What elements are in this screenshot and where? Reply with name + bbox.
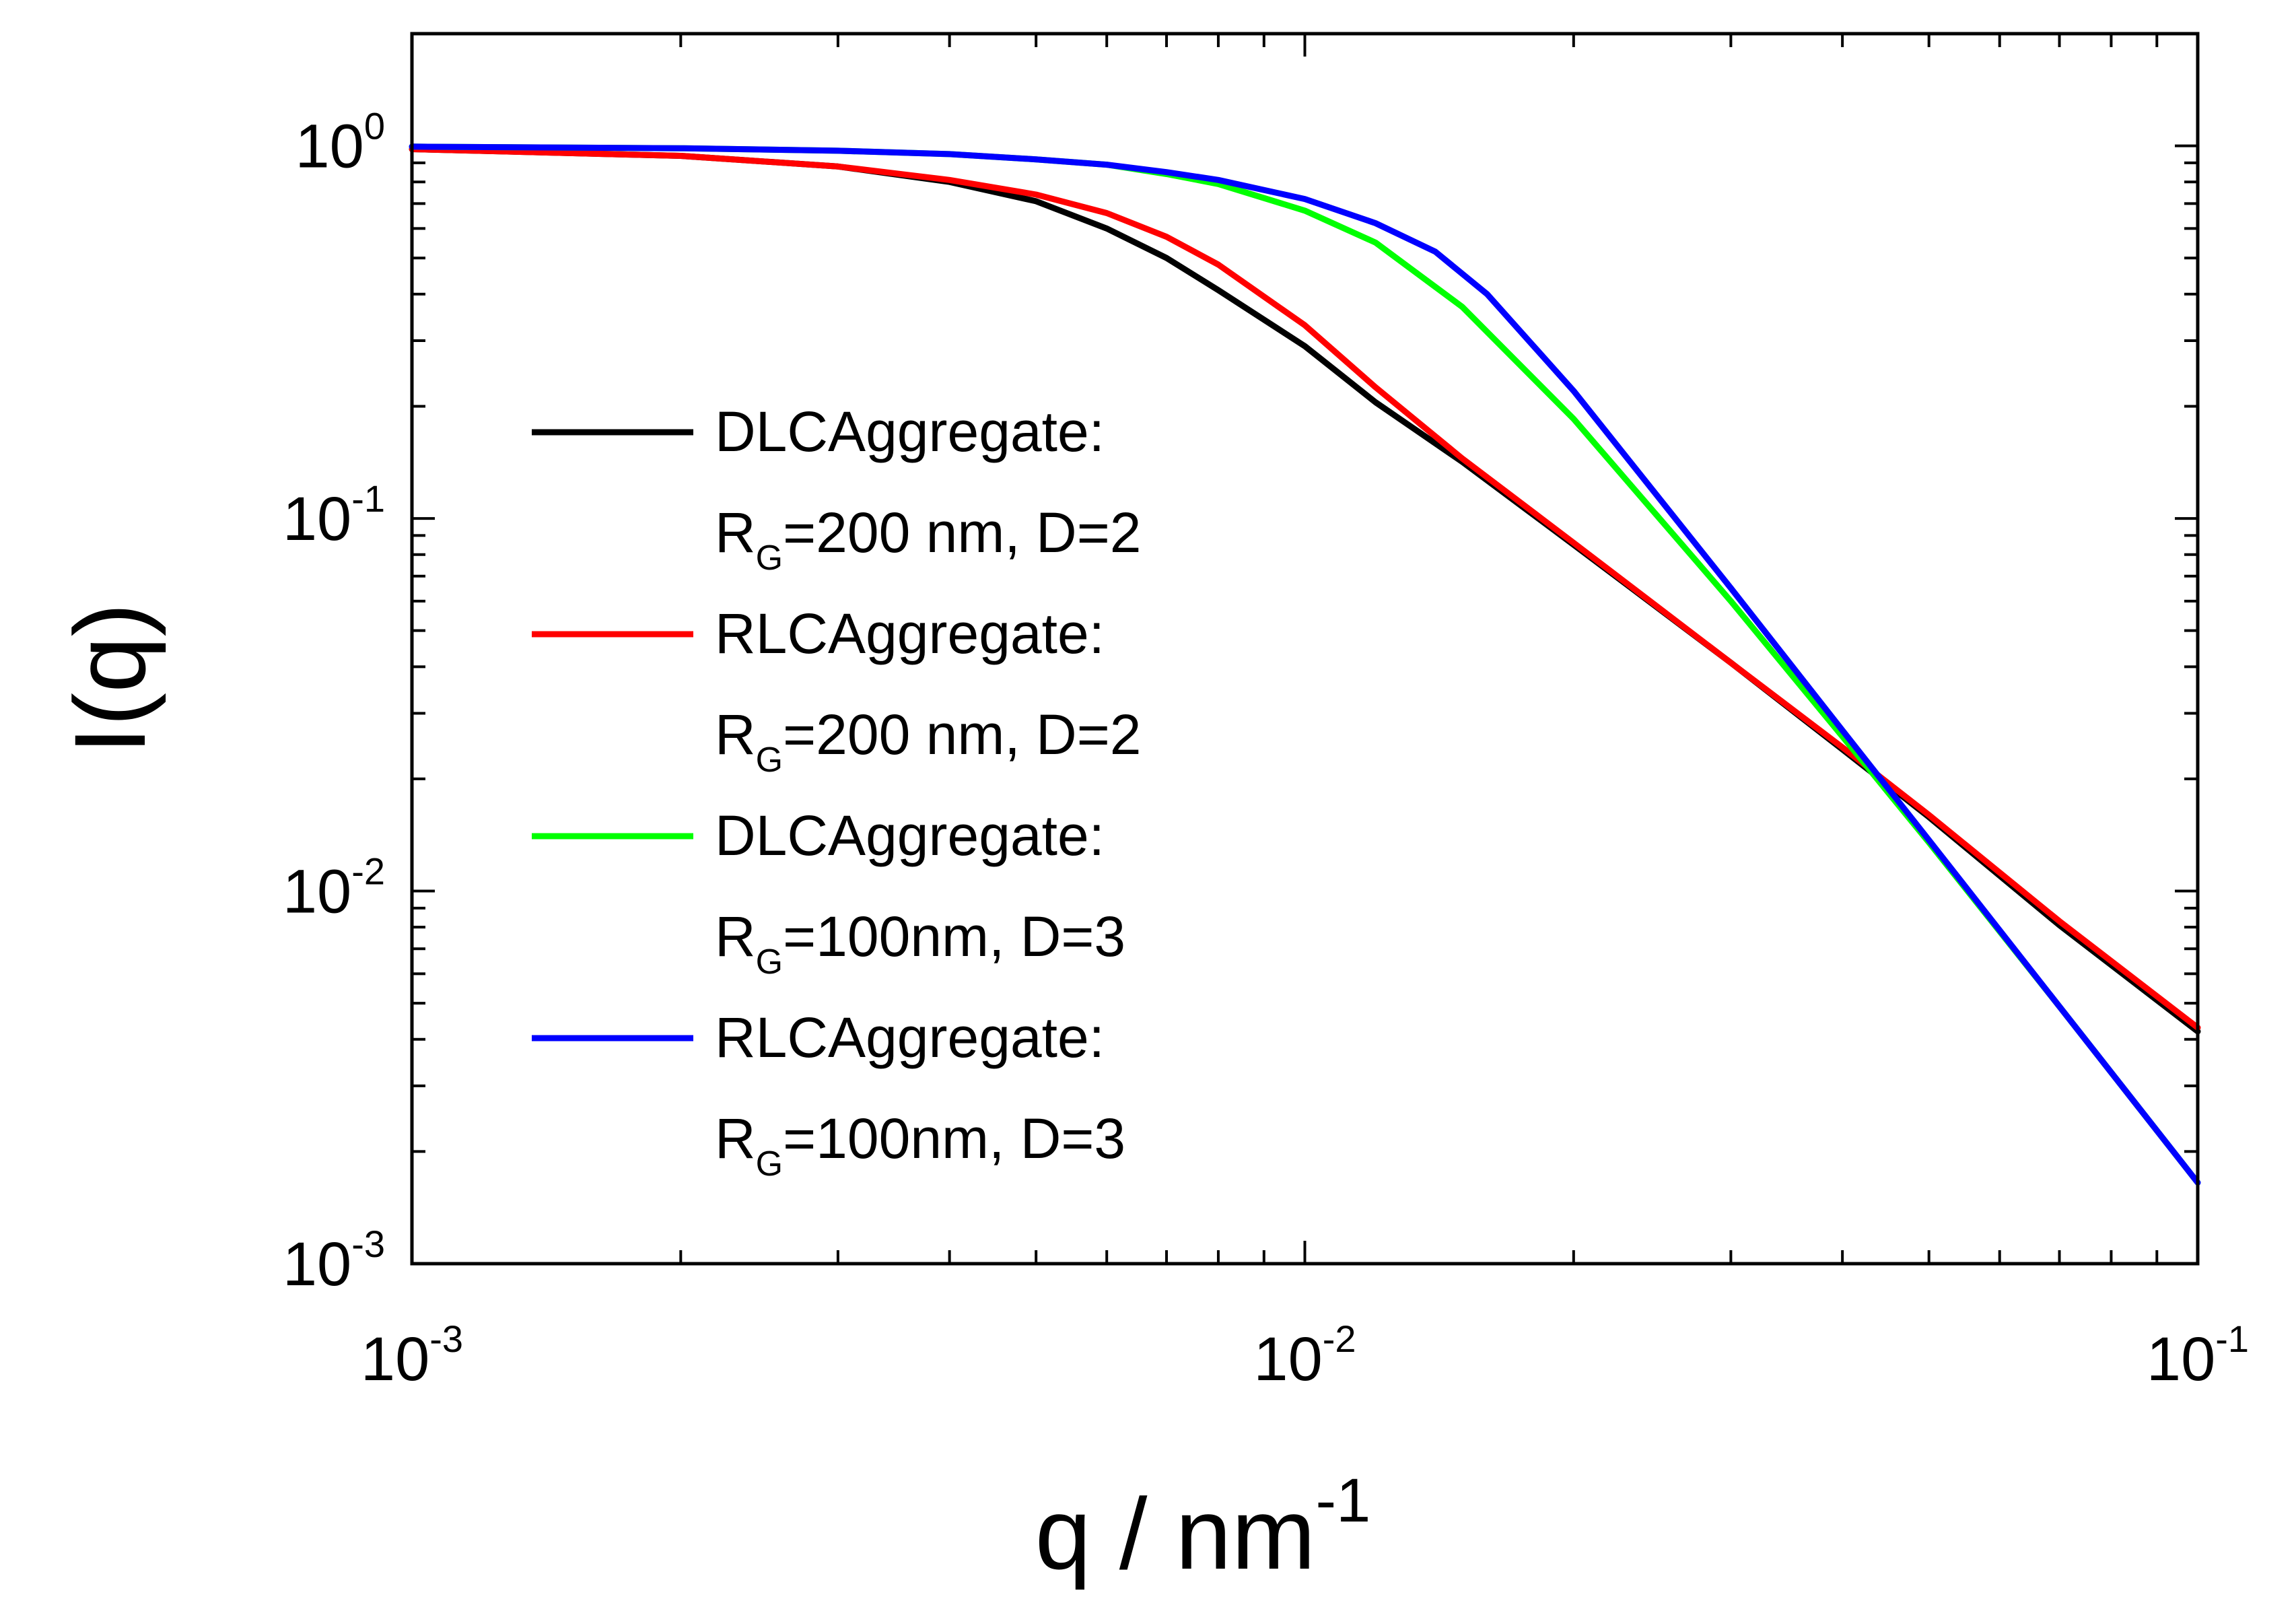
legend-entry-2: RLCAggregate: RG=200 nm, D=2 bbox=[532, 602, 1141, 780]
legend-params: RG=200 nm, D=2 bbox=[715, 501, 1141, 578]
y-tick-label: 100 bbox=[295, 105, 386, 181]
series-line-1 bbox=[409, 146, 2201, 1035]
series-lines bbox=[409, 143, 2201, 1186]
legend-entry-4: RLCAggregate: RG=100nm, D=3 bbox=[532, 1006, 1125, 1184]
x-axis-title-text: q / nm bbox=[1035, 1477, 1316, 1590]
legend-label: RLCAggregate: bbox=[715, 602, 1105, 665]
legend-label: DLCAggregate: bbox=[715, 400, 1105, 463]
legend-params: RG=100nm, D=3 bbox=[715, 1107, 1125, 1184]
legend-params: RG=200 nm, D=2 bbox=[715, 703, 1141, 780]
y-tick-label: 10-3 bbox=[283, 1223, 385, 1299]
x-axis-title: q / nm-1 bbox=[1035, 1466, 1371, 1590]
legend: DLCAggregate:RG=200 nm, D=2RLCAggregate:… bbox=[532, 400, 1141, 1184]
legend-params: RG=100nm, D=3 bbox=[715, 905, 1125, 982]
plot-frame bbox=[410, 32, 2200, 1266]
y-tick-label: 10-2 bbox=[283, 850, 385, 926]
legend-label: DLCAggregate: bbox=[715, 804, 1105, 867]
legend-entry-3: DLCAggregate: RG=100nm, D=3 bbox=[532, 804, 1125, 982]
x-axis-title-exponent: -1 bbox=[1316, 1466, 1371, 1535]
legend-label: RLCAggregate: bbox=[715, 1006, 1105, 1069]
tick-marks bbox=[411, 32, 2199, 1265]
legend-entry-1: DLCAggregate: RG=200 nm, D=2 bbox=[532, 400, 1141, 578]
series-line-4 bbox=[409, 143, 2201, 1186]
series-line-2 bbox=[409, 146, 2201, 1031]
x-tick-label: 10-2 bbox=[1253, 1318, 1356, 1394]
tick-labels: 10-3 10-2 10-1 10-3 10-2 10-1 100 bbox=[283, 105, 2249, 1394]
y-axis-title: I(q) bbox=[53, 603, 166, 755]
x-tick-label: 10-1 bbox=[2147, 1318, 2249, 1394]
x-tick-label: 10-3 bbox=[361, 1318, 463, 1394]
series-line-3 bbox=[409, 143, 2201, 1186]
y-tick-label: 10-1 bbox=[283, 477, 385, 553]
